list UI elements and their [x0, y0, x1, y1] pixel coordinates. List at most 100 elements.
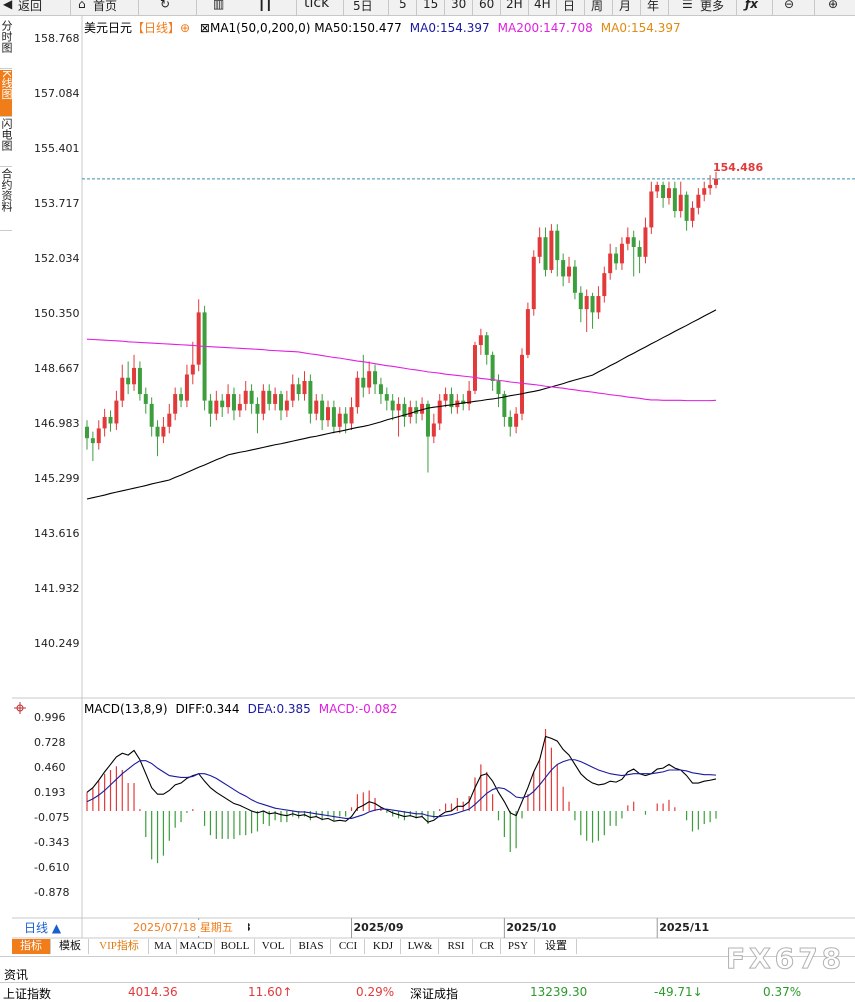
tick-button[interactable]: tick — [304, 0, 330, 11]
period-button[interactable]: 30 — [451, 0, 467, 11]
candle-body — [114, 400, 119, 424]
zoom-out-button[interactable]: ⊖ — [784, 0, 795, 11]
back-button[interactable]: 返回 — [18, 0, 43, 13]
period-button[interactable]: 4H — [534, 0, 551, 11]
indicator-tab[interactable]: BOLL — [216, 939, 255, 954]
ma-line — [86, 338, 717, 402]
candle-body — [478, 335, 483, 346]
toolbar: ◀ 返回 ⌂ 首页 ↻ ▥ ┃┃ tick 5日 5 15 30 60 2H 4… — [0, 0, 855, 16]
bar-chart-button[interactable]: ▥ — [213, 0, 225, 11]
separator — [70, 0, 71, 15]
indicator-tab[interactable]: 模板 — [52, 939, 89, 954]
more-button[interactable]: 更多 — [700, 0, 725, 13]
candle-body — [619, 243, 624, 264]
period-button[interactable]: 15 — [423, 0, 439, 11]
y-tick-label: 148.667 — [34, 362, 80, 375]
period-button[interactable]: 5 — [399, 0, 407, 11]
separator — [388, 0, 389, 15]
indicator-tab[interactable]: CCI — [332, 939, 365, 954]
ticker-percent: 0.37% — [763, 985, 802, 999]
candle-body — [302, 381, 307, 395]
candle-body — [666, 188, 671, 199]
candle-body — [184, 374, 189, 401]
candle-button[interactable]: ┃┃ — [258, 0, 273, 11]
period-button[interactable]: 日 — [563, 0, 576, 13]
candle-body — [678, 194, 683, 212]
candle-body — [596, 296, 601, 313]
indicator-tab[interactable]: VIP指标 — [90, 939, 149, 954]
y-tick-label: 150.350 — [34, 307, 80, 320]
x-tick-label: 2025/11 — [659, 921, 709, 934]
news-tab[interactable]: 资讯 — [4, 968, 29, 982]
indicator-tab[interactable]: LW& — [402, 939, 439, 954]
separator — [556, 0, 557, 15]
period-dropdown[interactable]: 日线 ▲ — [24, 921, 62, 935]
candle-body — [443, 394, 448, 401]
period-button[interactable]: 年 — [647, 0, 660, 13]
period-button[interactable]: 周 — [591, 0, 604, 13]
candle-body — [231, 394, 236, 411]
indicator-tab[interactable]: KDJ — [366, 939, 401, 954]
y-tick-label: 145.299 — [34, 472, 80, 485]
candle-body — [661, 184, 666, 199]
candle-body — [220, 400, 225, 408]
macd-icon[interactable] — [14, 702, 26, 714]
y-tick-label: -0.075 — [34, 811, 69, 824]
indicator-tab[interactable]: VOL — [256, 939, 291, 954]
indicator-tab[interactable]: PSY — [502, 939, 535, 954]
y-tick-label: 155.401 — [34, 142, 80, 155]
candle-body — [490, 354, 495, 382]
indicator-tab[interactable]: BIAS — [292, 939, 331, 954]
indicator-tab[interactable]: MA — [150, 939, 177, 954]
side-tab-active[interactable]: K线图 — [0, 70, 12, 117]
candle-body — [525, 309, 530, 355]
ticker-percent: 0.29% — [356, 985, 395, 999]
period-button[interactable]: 5日 — [353, 0, 373, 13]
candle-body — [273, 394, 278, 404]
candle-body — [584, 296, 589, 310]
legend-item: MA50:150.477 — [314, 21, 402, 35]
indicator-icon[interactable]: ⊠ — [199, 21, 210, 35]
legend-item: MA0:154.397 — [409, 21, 490, 35]
candle-body — [649, 191, 654, 228]
ticker-name[interactable]: 上证指数 — [3, 987, 52, 1001]
candle-body — [537, 237, 542, 257]
home-icon[interactable]: ⌂ — [78, 0, 86, 11]
legend-item: MA200:147.708 — [497, 21, 593, 35]
candle-body — [514, 413, 519, 427]
refresh-button[interactable]: ↻ — [160, 0, 171, 11]
crosshair-label-bg — [130, 920, 248, 936]
side-tab[interactable]: 分时图 — [0, 20, 12, 69]
formula-button[interactable]: ƒx — [745, 0, 758, 11]
separator — [416, 0, 417, 15]
home-button[interactable]: 首页 — [93, 0, 118, 13]
candle-body — [496, 381, 501, 395]
candle-body — [284, 400, 289, 411]
back-icon[interactable]: ◀ — [3, 0, 13, 11]
indicator-tab[interactable]: 指标 — [12, 939, 51, 954]
period-label[interactable]: 【日线】 — [132, 21, 181, 35]
candle-body — [672, 188, 677, 212]
candle-body — [567, 266, 572, 277]
separator — [772, 0, 773, 15]
candle-body — [267, 390, 272, 404]
zoom-in-button[interactable]: ⊕ — [828, 0, 839, 11]
indicator-tab[interactable]: RSI — [440, 939, 473, 954]
period-button[interactable]: 60 — [479, 0, 495, 11]
side-tab[interactable]: 闪电图 — [0, 118, 12, 167]
indicator-tab[interactable]: 设置 — [536, 939, 577, 954]
period-button[interactable]: 月 — [619, 0, 632, 13]
ticker-name[interactable]: 深证成指 — [410, 987, 459, 1001]
candle-body — [690, 207, 695, 221]
legend-item: MACD(13,8,9) — [84, 702, 168, 716]
side-tab[interactable]: 合约资料 — [0, 168, 12, 231]
indicator-tab[interactable]: MACD — [178, 939, 215, 954]
indicator-tab[interactable]: CR — [474, 939, 501, 954]
candle-body — [96, 428, 101, 444]
add-icon[interactable]: ⊕ — [180, 21, 191, 35]
candle-body — [590, 296, 595, 313]
menu-icon[interactable]: ☰ — [682, 0, 693, 11]
candle-body — [196, 312, 201, 365]
period-button[interactable]: 2H — [506, 0, 523, 11]
candle-body — [314, 400, 319, 414]
